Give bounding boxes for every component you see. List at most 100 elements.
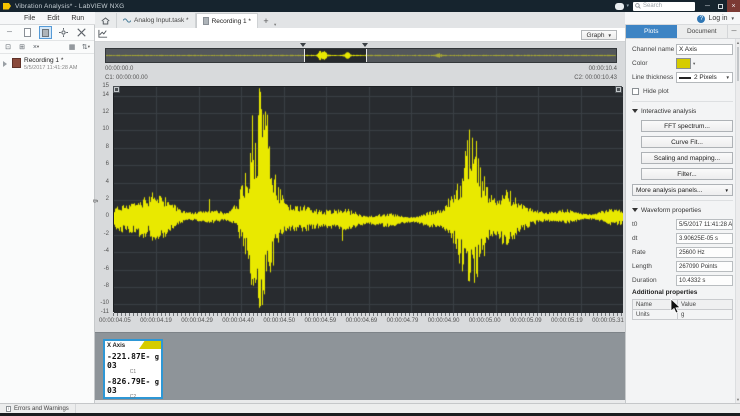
tab-analog-input-task[interactable]: Analog Input.task * [117,13,196,28]
y-tick-label: -6 [103,265,109,272]
tab-plots[interactable]: Plots [626,25,677,38]
tab-document[interactable]: Document [686,28,717,35]
left-panel: ─ ⊡ ⊞ × ▾ ▦ ⇅ ▾ Recording 1 * 5/5/2017 11:… [0,25,95,403]
legend-region: X Axis -221.87E-03g C1 -826.79E-03g C2 g [95,332,625,411]
scaling-mapping-button[interactable]: Scaling and mapping... [641,152,733,164]
x-tick-label: 00:00:04.29 [181,318,213,324]
y-tick-label: 6 [105,161,109,168]
tab-recording[interactable]: Recording 1 * [195,13,258,28]
right-panel-tabs: Plots Document ─ [626,25,740,39]
graph-area: 00:00:00.0 00:00:10.4 C1: 00:00:00.00 C2… [93,42,625,411]
x-tick-label: 00:00:04.79 [386,318,419,324]
left-toolbar-bottom: ⊡ ⊞ × ▾ ▦ ⇅ ▾ [0,41,94,54]
title-bar[interactable]: Vibration Analysis* - LabVIEW NXG ▾ Sear… [0,0,740,12]
tree-item-recording[interactable]: Recording 1 * 5/5/2017 11:41:28 AM [0,54,94,74]
menu-edit[interactable]: Edit [47,14,60,22]
grid-view-icon[interactable]: ▦ [68,44,76,51]
overview-strip[interactable] [105,48,617,63]
tab-list-caret-icon[interactable]: ▾ [273,22,277,27]
panel-collapse-button[interactable]: ─ [727,25,740,38]
interactive-analysis-collapse-icon[interactable] [632,109,638,116]
cursor2-flag-icon[interactable] [615,86,622,93]
right-panel-scrollbar[interactable]: ▲ ▼ [735,39,740,403]
help-icon[interactable]: ? [697,14,706,23]
delete-caret-icon: ▾ [36,44,40,49]
close-button[interactable]: × [727,0,740,12]
x-tick-label: 00:00:05.31 [592,318,624,324]
login-label[interactable]: Log in [708,15,728,22]
collapse-panel-icon[interactable]: ─ [7,29,12,36]
login-caret-icon: ▼ [730,16,735,21]
waveform-properties-collapse-icon[interactable] [632,208,638,215]
legend-unit1: g [154,353,159,361]
plot-legend-card[interactable]: X Axis -221.87E-03g C1 -826.79E-03g C2 g [103,339,163,411]
line-thickness-dropdown[interactable]: 2 Pixels ▼ [676,72,733,83]
restore-icon [718,3,723,9]
filter-button[interactable]: Filter... [641,168,733,180]
data-panel-icon[interactable] [39,26,52,39]
mouse-cursor [670,298,681,314]
curve-fit-button[interactable]: Curve Fit... [641,136,733,148]
gear-icon[interactable] [57,26,70,39]
scrollbar-thumb[interactable] [737,47,739,81]
hide-plot-checkbox[interactable] [632,88,639,95]
dt-label: dt [632,235,638,242]
capture-item-icon[interactable]: ⊡ [5,44,11,51]
scroll-down-icon[interactable]: ▼ [736,397,740,402]
minimize-button[interactable]: ─ [705,2,710,10]
units-value-cell: g [677,309,733,320]
selection-edge-left[interactable] [304,49,306,62]
sort-icon[interactable]: ⇅ ▾ [81,44,91,51]
selection-marker-left[interactable] [300,43,307,50]
feedback-icon[interactable] [615,2,625,10]
center-panel: Analog Input.task * Recording 1 * + ▾ Gr… [93,12,625,411]
color-swatch-button[interactable] [676,58,691,69]
fft-spectrum-button[interactable]: FFT spectrum... [641,120,733,132]
interactive-analysis-header[interactable]: Interactive analysis [632,106,733,116]
errors-warnings-tab[interactable]: ! Errors and Warnings [0,403,76,414]
errors-warnings-label: Errors and Warnings [14,405,69,412]
capture-data-icon[interactable] [98,29,108,40]
cursor1-flag-icon[interactable] [113,86,120,93]
hide-plot-row[interactable]: Hide plot [632,86,733,97]
main-plot[interactable] [113,86,623,313]
duration-value: 10.4332 s [676,275,733,286]
task-icon [123,18,131,23]
waveform-properties-header[interactable]: Waveform properties [632,205,733,215]
scroll-up-icon[interactable]: ▲ [736,40,740,45]
plots-panel-content: Channel name X Axis Color ▾ Line thickne… [626,39,735,403]
waveform-properties-title: Waveform properties [641,206,702,214]
y-tick-label: -2 [103,230,109,237]
tab-home[interactable] [95,13,117,28]
duration-label: Duration [632,277,657,284]
sort-caret-icon: ▾ [87,44,91,49]
x-tick-label: 00:00:04.40 [222,318,254,324]
graph-type-button[interactable]: Graph ▼ [581,30,617,40]
menu-file[interactable]: File [24,14,36,22]
menu-run[interactable]: Run [71,14,85,22]
restore-button[interactable] [714,0,727,12]
dt-value: 3.90625E-05 s [676,233,733,244]
table-row[interactable]: Units g [632,309,733,320]
edit-item-icon[interactable]: ⊞ [19,44,25,51]
selection-edge-right[interactable] [365,49,367,62]
more-analysis-panels-dropdown[interactable]: More analysis panels... ▼ [632,184,733,196]
login-area[interactable]: ? Log in ▼ [697,12,735,25]
y-tick-label: 4 [105,178,109,185]
selection-marker-right[interactable] [361,43,368,50]
tree-expander-icon[interactable] [3,61,10,67]
feedback-caret-icon[interactable]: ▾ [626,3,629,9]
y-tick-label: 2 [105,196,109,202]
x-tick-label: 00:00:05.09 [509,318,542,324]
x-tick-label: 00:00:04.69 [345,318,378,324]
new-tab-button[interactable]: + [263,15,269,26]
search-input[interactable]: Search [633,1,695,11]
more-analysis-caret-icon: ▼ [724,187,729,193]
tools-icon[interactable] [75,26,88,39]
legend-header: X Axis [105,341,161,350]
color-caret-icon[interactable]: ▾ [693,60,696,66]
channel-name-input[interactable]: X Axis [676,44,733,55]
document-view-icon[interactable] [21,26,34,39]
delete-icon[interactable]: × ▾ [32,43,40,51]
interactive-analysis-title: Interactive analysis [641,107,697,115]
